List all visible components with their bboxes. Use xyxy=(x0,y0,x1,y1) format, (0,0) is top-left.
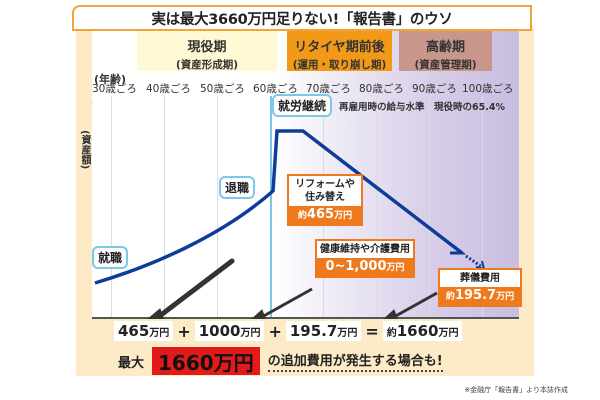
cost-funeral: 葬儀費用 約195.7万円 xyxy=(438,268,522,307)
grid-line xyxy=(111,96,112,317)
y-axis-label: (資産額) xyxy=(79,130,90,170)
callout-continued-work: 就労継続 xyxy=(272,94,333,117)
age-tick: 30歳ごろ xyxy=(92,83,137,95)
equals-sign: = xyxy=(365,321,379,341)
grid-line xyxy=(482,96,483,317)
age-tick: 70歳ごろ xyxy=(306,83,351,95)
headline-amount: 1660万円 xyxy=(152,347,260,375)
page-title: 実は最大3660万円足りない!「報告書」のウソ xyxy=(72,5,532,31)
chart-area: 現役期 (資産形成期) リタイヤ期前後 (運用・取り崩し期) 高齢期 (資産管理… xyxy=(92,31,522,319)
headline-suffix: の追加費用が発生する場合も! xyxy=(267,350,443,372)
age-tick: 100歳ごろ xyxy=(462,83,514,95)
grid-line xyxy=(217,96,218,317)
source-note: ※金融庁「報告書」より本誌作成 xyxy=(464,386,568,394)
cost-reform: リフォームや 住み替え 約465万円 xyxy=(287,174,363,226)
callout-employment: 就職 xyxy=(92,246,129,269)
phase-elderly: 高齢期 (資産管理期) xyxy=(399,31,492,71)
headline: 最大 1660万円 の追加費用が発生する場合も! xyxy=(118,347,443,375)
grid-line xyxy=(164,96,165,317)
age-tick: 50歳ごろ xyxy=(200,83,245,95)
age-tick: 90歳ごろ xyxy=(412,83,457,95)
asset-curve xyxy=(92,101,486,319)
continued-work-note: 再雇用時の給与水準 現役時の65.4% xyxy=(339,102,505,113)
age-tick: 60歳ごろ xyxy=(253,83,298,95)
cost-formula: 465万円 + 1000万円 + 195.7万円 = 約1660万円 xyxy=(112,321,464,341)
formula-term-2: 1000万円 xyxy=(194,321,265,341)
formula-term-1: 465万円 xyxy=(114,321,174,341)
callout-retirement: 退職 xyxy=(219,176,256,199)
cost-health-care: 健康維持や介護費用 0~1,000万円 xyxy=(315,239,415,278)
age-tick: 40歳ごろ xyxy=(146,83,191,95)
phase-retirement: リタイヤ期前後 (運用・取り崩し期) xyxy=(287,31,392,71)
plus-sign: + xyxy=(177,321,191,341)
phase-working: 現役期 (資産形成期) xyxy=(137,31,277,71)
grid-line xyxy=(376,96,377,317)
x-axis-unit: (年齢) xyxy=(94,73,127,86)
plus-sign: + xyxy=(268,321,282,341)
grid-line xyxy=(429,96,430,317)
headline-prefix: 最大 xyxy=(118,355,145,371)
retirement-line xyxy=(270,96,272,317)
formula-term-3: 195.7万円 xyxy=(285,321,362,341)
age-tick: 80歳ごろ xyxy=(359,83,404,95)
formula-result: 約1660万円 xyxy=(382,321,463,341)
